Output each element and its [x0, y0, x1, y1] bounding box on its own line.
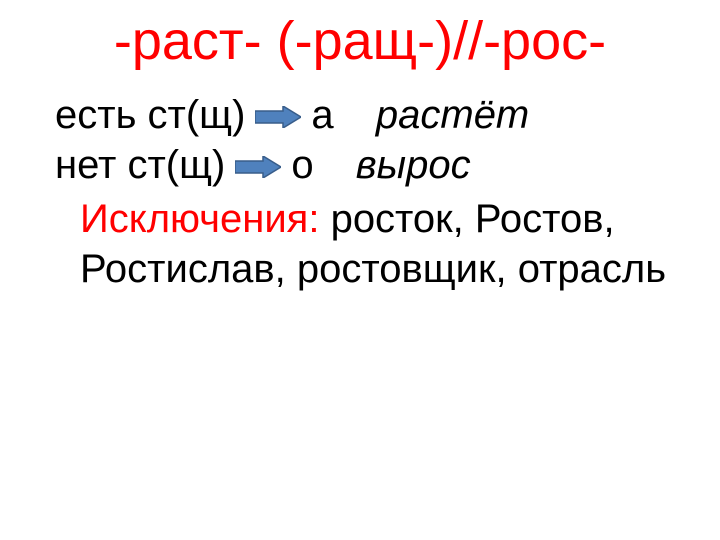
rule2-example: вырос [356, 140, 471, 190]
rule-line-2: нет ст(щ) о вырос [55, 140, 680, 190]
slide-content: есть ст(щ) а растёт нет ст(щ) о вырос [40, 90, 680, 294]
rule1-vowel: а [311, 90, 333, 140]
slide-title: -раст- (-ращ-)//-рос- [40, 10, 680, 72]
rule2-vowel: о [291, 140, 313, 190]
rule2-condition: нет ст(щ) [55, 140, 225, 190]
rule1-example: растёт [376, 90, 529, 140]
exceptions-label: Исключения: [80, 197, 319, 241]
arrow-icon [255, 90, 301, 140]
slide-container: -раст- (-ращ-)//-рос- есть ст(щ) а растё… [0, 0, 720, 540]
exceptions-block: Исключения: росток, Ростов, Ростислав, р… [55, 194, 680, 294]
rule1-condition: есть ст(щ) [55, 90, 245, 140]
arrow-icon [235, 140, 281, 190]
rule-line-1: есть ст(щ) а растёт [55, 90, 680, 140]
